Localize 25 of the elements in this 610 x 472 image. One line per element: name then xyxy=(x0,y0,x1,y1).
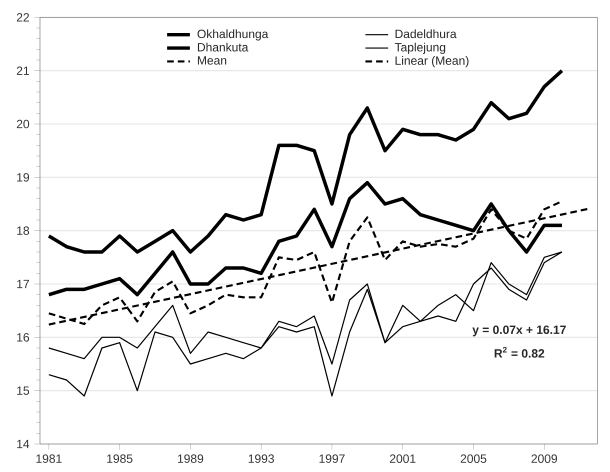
y-tick-label: 15 xyxy=(17,386,30,395)
y-tick-label: 16 xyxy=(17,333,30,342)
annotation: y = 0.07x + 16.17 xyxy=(472,325,566,336)
y-tick-label: 22 xyxy=(16,13,29,22)
y-tick-label: 19 xyxy=(17,173,30,182)
legend-label: Dhankuta xyxy=(198,42,248,52)
annotation: R$^{2}$ = 0.82 xyxy=(494,346,544,358)
legend-label: Mean xyxy=(198,56,226,65)
x-tick-label: 1993 xyxy=(248,454,274,463)
x-tick-label: 2001 xyxy=(390,454,416,463)
x-tick-label: 1981 xyxy=(36,454,62,463)
x-tick-label: 2005 xyxy=(460,454,486,463)
x-tick-label: 2009 xyxy=(532,454,558,463)
y-tick-label: 21 xyxy=(16,66,30,75)
y-tick-label: 14 xyxy=(17,440,30,448)
legend-label: Linear (Mean) xyxy=(396,56,469,68)
x-tick-label: 1985 xyxy=(107,454,132,463)
y-tick-label: 20 xyxy=(16,120,30,128)
legend-label: Taplejung xyxy=(394,42,446,54)
legend-label: Okhaldhunga xyxy=(198,29,268,41)
x-tick-label: 1989 xyxy=(178,454,204,463)
x-tick-label: 1997 xyxy=(320,454,345,463)
y-tick-label: 18 xyxy=(17,226,30,235)
y-tick-label: 17 xyxy=(17,280,29,288)
legend-label: Dadeldhura xyxy=(396,29,457,38)
